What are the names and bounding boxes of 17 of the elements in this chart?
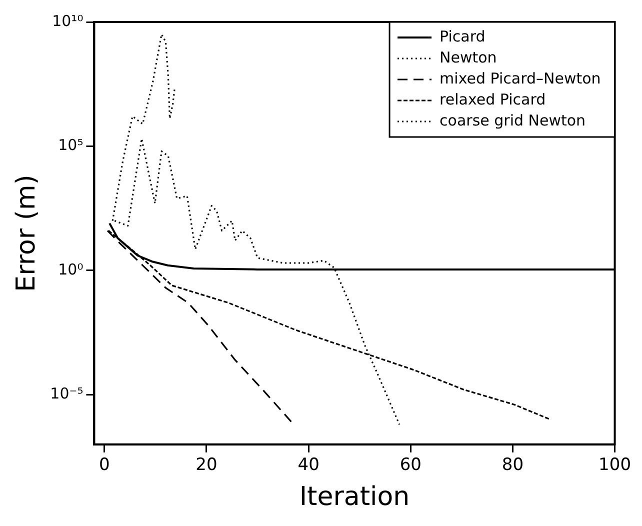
- y-tick-label: 10⁰: [58, 260, 84, 278]
- y-tick-label: 10⁻⁵: [50, 384, 84, 403]
- legend-label: Newton: [440, 48, 497, 66]
- x-tick-label: 0: [99, 455, 110, 476]
- legend-label: Picard: [440, 27, 486, 46]
- x-tick-label: 100: [598, 455, 632, 476]
- y-tick-label: 10¹⁰: [52, 12, 84, 30]
- x-tick-label: 40: [298, 455, 320, 476]
- legend-label: mixed Picard–Newton: [440, 69, 601, 88]
- y-tick-label: 10⁵: [58, 136, 84, 154]
- y-axis-title: Error (m): [11, 174, 42, 292]
- legend-label: coarse grid Newton: [440, 111, 586, 130]
- legend-label: relaxed Picard: [440, 90, 546, 108]
- x-axis-title: Iteration: [299, 482, 410, 512]
- x-tick-label: 60: [400, 455, 422, 476]
- x-tick-label: 80: [502, 455, 524, 476]
- x-tick-label: 20: [196, 455, 218, 476]
